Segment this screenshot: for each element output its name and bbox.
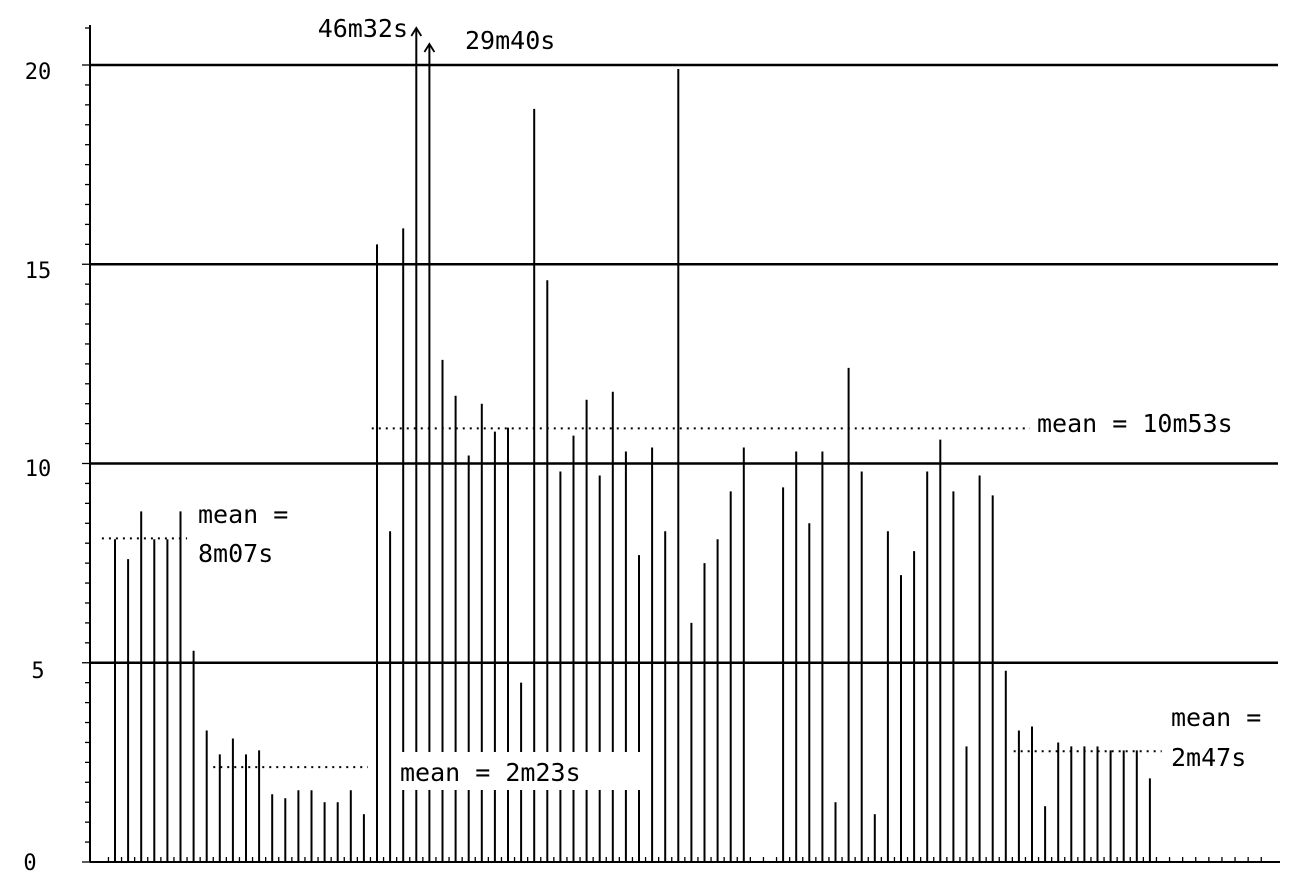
y-tick-label: 20 <box>25 60 52 85</box>
y-tick-label: 15 <box>25 259 52 284</box>
off-scale-label: 46m32s <box>318 14 408 43</box>
mean-label: mean = 2m23s <box>400 758 581 787</box>
mean-label-bg <box>190 494 320 574</box>
mean-label: 8m07s <box>198 539 273 568</box>
means-layer <box>101 427 1162 769</box>
mean-label: 2m47s <box>1171 743 1246 772</box>
off-scale-label: 29m40s <box>465 26 555 55</box>
y-tick-label: 10 <box>25 457 52 482</box>
axis-layer <box>89 25 1280 863</box>
bars-layer <box>114 26 1151 862</box>
up-arrow-icon <box>423 42 436 53</box>
grid-layer <box>90 63 1278 664</box>
mean-label-bg <box>392 752 650 790</box>
up-arrow-icon <box>410 26 423 37</box>
mean-label-bg <box>1164 700 1300 780</box>
y-tick-label: 0 <box>23 851 36 871</box>
mean-label: mean = 10m53s <box>1037 409 1233 438</box>
annotations: 46m32s 29m40s mean = 8m07s mean = 2m23s … <box>190 14 1300 790</box>
tick-labels: 0 5 10 15 20 <box>23 60 51 871</box>
minor-ticks <box>82 27 1262 863</box>
mean-label: mean = <box>198 500 288 529</box>
mean-label: mean = <box>1171 703 1261 732</box>
mean-label-bg <box>1030 402 1300 442</box>
y-tick-label: 5 <box>31 659 44 684</box>
